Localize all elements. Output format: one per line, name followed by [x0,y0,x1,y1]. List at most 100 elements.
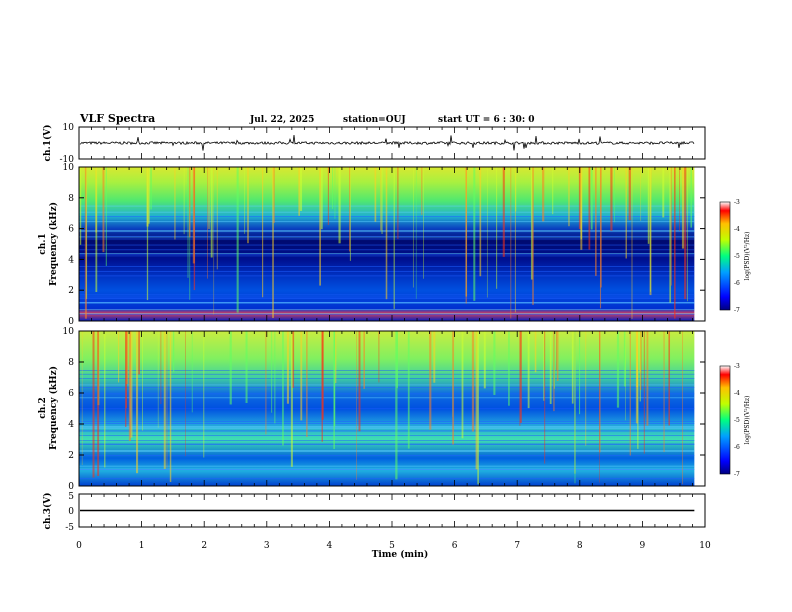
sferic-streak [629,331,631,456]
sferic-streak [273,167,275,224]
sferic-streak [578,167,582,229]
sferic-streak [625,167,627,259]
sferic-streak [299,167,303,211]
spectral-line [79,478,695,480]
sferic-streak [542,167,545,222]
spec-ytick-label: 4 [68,420,74,430]
sferic-streak [169,331,172,482]
sferic-streak [84,167,87,319]
sferic-streak [203,331,205,458]
sferic-streak [374,167,377,222]
sferic-streak [363,331,365,389]
spectral-line [79,455,695,456]
ch1-spec-ylabel-channel: ch.1 [38,233,48,254]
sferic-streak [300,331,303,421]
sferic-streak [183,167,185,235]
ch2-colorbar [719,365,731,475]
sferic-streak [623,331,626,387]
sferic-streak [515,167,517,212]
sferic-streak [97,331,100,477]
sferic-streak [423,167,424,279]
sferic-streak [631,167,633,319]
sferic-streak [639,331,641,402]
xtick-label: 9 [640,541,646,551]
sferic-streak [92,331,95,478]
sferic-streak [679,167,680,232]
sferic-streak [636,331,639,388]
sferic-streak [213,167,215,315]
sferic-streak [265,331,267,435]
colorbar-tick-label: -4 [734,390,740,397]
sferic-streak [191,331,193,413]
spec-ytick-label: 2 [68,286,74,296]
sferic-streak [247,167,249,244]
colorbar-tick-label: -3 [734,199,740,206]
sferic-streak [210,167,213,258]
sferic-streak [553,331,555,412]
spectral-line [79,430,695,432]
sferic-streak [674,167,676,319]
sferic-streak [486,167,488,298]
sferic-streak [590,167,593,230]
sferic-streak [282,331,284,446]
sferic-streak [105,167,107,266]
sferic-streak [95,167,97,233]
spectral-line [79,370,695,371]
sferic-streak [244,167,246,234]
spectral-line [79,435,695,436]
spectral-line [79,426,695,427]
sferic-streak [530,167,533,280]
spec-ytick-label: 0 [68,482,74,492]
spectral-line [79,397,695,399]
ch2-spec-ylabel-frequency: Frequency (kHz) [48,366,59,450]
sferic-streak [514,167,516,313]
sferic-streak [433,331,436,383]
sferic-streak [465,167,467,304]
spectral-line [79,440,695,441]
sferic-streak [166,331,168,469]
sferic-streak [532,167,534,305]
xtick-label: 1 [139,541,145,551]
colorbar-tick-label: -3 [734,363,740,370]
sferic-streak [493,331,496,395]
sferic-streak [334,167,336,219]
spectral-line [79,468,695,470]
spec-ytick-label: 6 [68,225,74,235]
spectral-line [79,373,695,375]
spectral-line [79,393,695,395]
spectral-line [79,313,695,315]
ch1-ytick-top: 10 [63,123,75,133]
sferic-streak [128,331,131,441]
spectral-line [79,427,695,429]
sferic-streak [187,167,189,278]
sferic-streak [477,331,479,485]
sferic-streak [321,331,323,442]
sferic-streak [385,167,388,300]
sferic-streak [338,167,341,244]
sferic-streak [415,167,417,299]
sferic-streak [86,167,88,299]
sferic-streak [146,167,149,301]
sferic-streak [686,167,688,302]
sferic-streak [625,331,626,421]
sferic-streak [669,167,672,303]
sferic-streak [274,331,276,424]
spec-ytick-label: 8 [68,358,74,368]
sferic-streak [380,167,382,231]
sferic-streak [136,331,139,474]
sferic-streak [519,331,521,426]
sferic-streak [682,331,684,485]
spectral-line [79,302,695,304]
sferic-streak [668,331,671,426]
sferic-streak [349,167,351,261]
sferic-streak [580,167,583,250]
ch1-spec-ylabel-frequency: Frequency (kHz) [48,202,59,286]
sferic-streak [663,331,665,452]
sferic-streak [614,167,615,223]
sferic-streak [483,331,486,389]
sferic-streak [396,331,398,389]
sferic-streak [290,331,293,467]
ch3-ytick-top: 5 [68,492,74,502]
sferic-streak [574,331,576,484]
